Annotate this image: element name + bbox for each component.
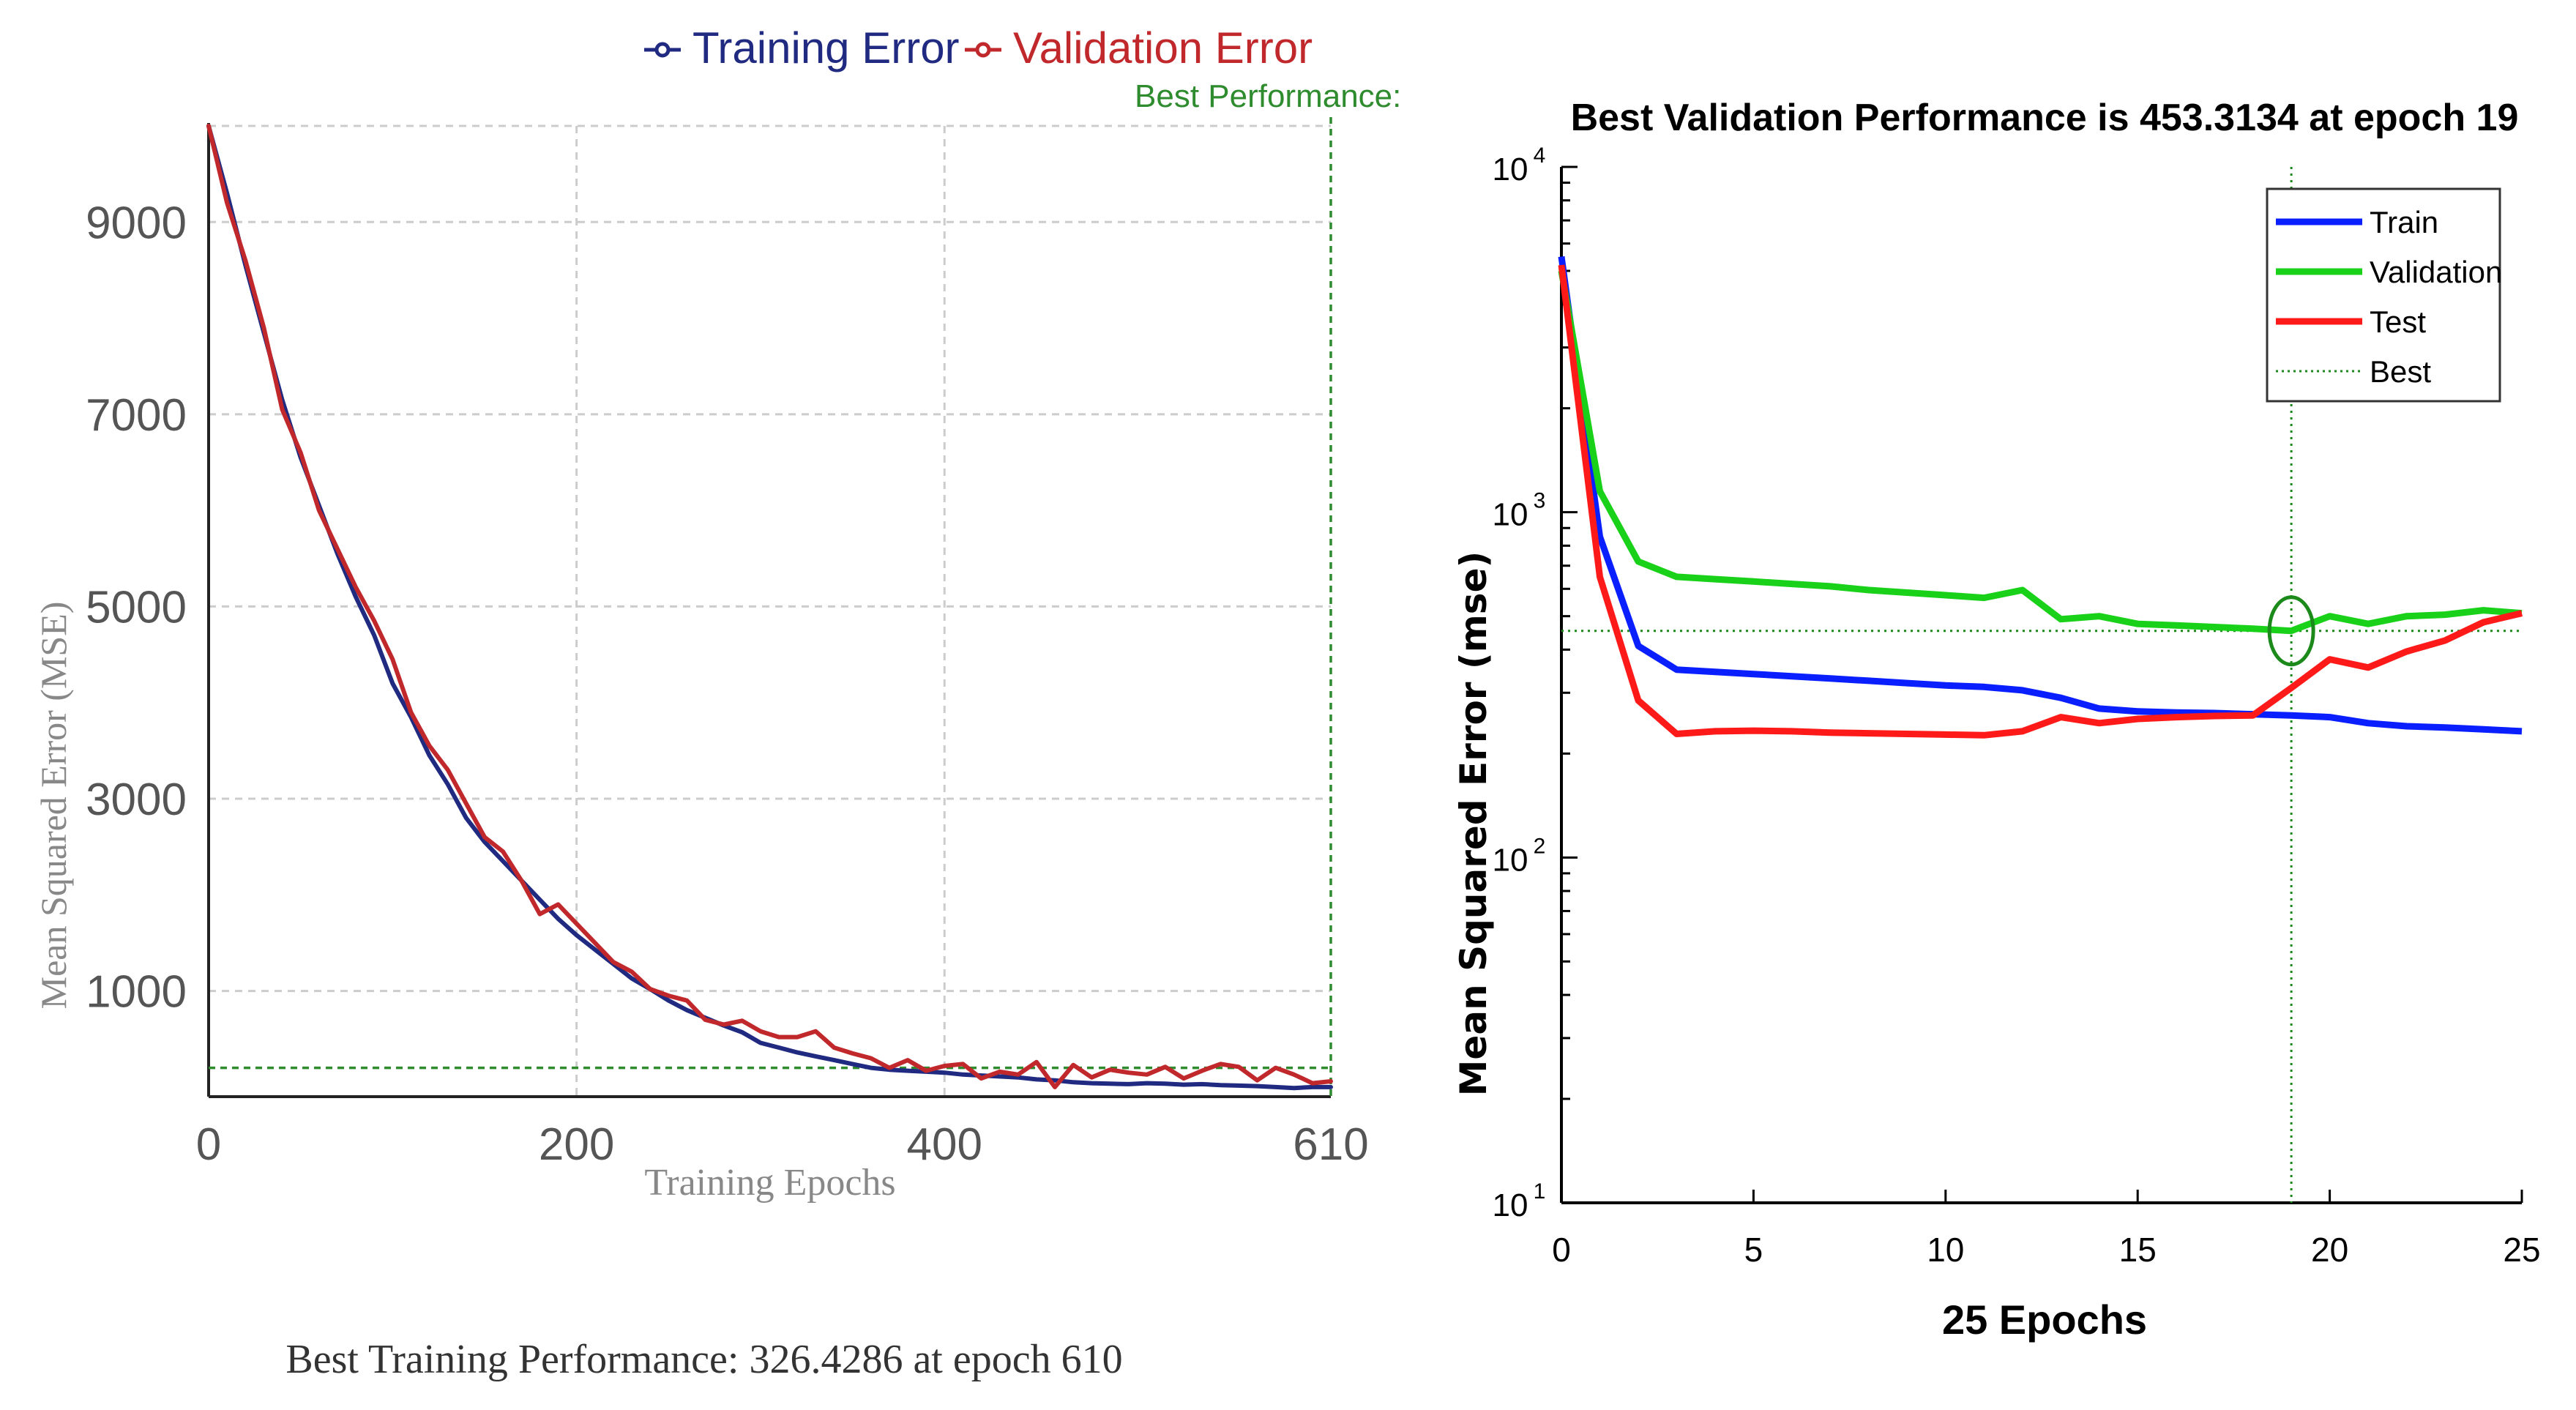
left-footer-caption: Best Training Performance: 326.4286 at e… [285,1337,1122,1382]
series-line-validation [1558,270,2523,635]
x-tick-label: 400 [907,1119,982,1170]
right-chart-panel: Best Validation Performance is 453.3134 … [1452,97,2541,1343]
y-tick-label: 10 [1493,842,1528,878]
y-tick-label: 5000 [86,582,187,633]
right-plot-frame [1560,165,2523,1204]
x-tick-label: 15 [2119,1231,2157,1269]
x-tick-label: 5 [1744,1231,1763,1269]
right-chart-title: Best Validation Performance is 453.3134 … [1571,97,2519,139]
best-point-marker [2267,595,2315,667]
left-chart-panel: 1000 3000 5000 7000 9000 0 200 400 610 Training… [33,23,1428,1382]
left-legend: Training Error Validation Error [644,23,1313,72]
left-series-lines [206,124,1333,1091]
y-tick-label: 7000 [86,390,187,441]
x-tick-label: 20 [2311,1231,2348,1269]
legend-label-validation: Validation [2370,255,2502,289]
left-y-axis-label: Mean Squared Error (MSE) [33,602,74,1010]
y-tick-exponent: 1 [1534,1179,1546,1204]
y-tick-label: 3000 [86,775,187,825]
legend-marker-validation [975,42,991,58]
left-best-label-clip: Best Performance: 3 [1135,78,1428,114]
y-tick-label: 10 [1493,1187,1528,1223]
y-tick-label: 1000 [86,967,187,1018]
y-tick-label: 10 [1493,152,1528,187]
y-tick-exponent: 4 [1534,143,1546,168]
series-line-validation-error [206,124,1333,1089]
x-tick-label: 25 [2503,1231,2540,1269]
left-x-axis-label: Training Epochs [644,1162,895,1204]
legend-label-validation: Validation Error [1013,23,1313,72]
legend-label-training: Training Error [692,23,960,72]
series-line-train [1558,255,2523,735]
x-tick-label: 610 [1293,1119,1368,1170]
left-plot-frame [207,117,1332,1098]
right-y-axis-label: Mean Squared Error (mse) [1452,551,1495,1097]
legend-label-train: Train [2370,205,2438,239]
x-tick-label: 0 [1552,1231,1571,1269]
series-line-training-error [206,124,1333,1091]
legend-label-test: Test [2370,305,2426,339]
y-tick-label: 10 [1493,497,1528,533]
series-line-test [1558,264,2523,739]
left-best-performance-label: Best Performance: 3 [1135,78,1428,114]
x-tick-label: 10 [1927,1231,1964,1269]
legend-label-best: Best [2370,354,2431,389]
right-x-axis-label: 25 Epochs [1942,1297,2147,1343]
left-x-tick-labels: 0 200 400 610 [196,1119,1369,1170]
y-tick-exponent: 3 [1534,489,1546,513]
x-tick-label: 200 [539,1119,614,1170]
legend-marker-training [654,42,671,58]
y-tick-label: 9000 [86,198,187,248]
left-y-tick-labels: 1000 3000 5000 7000 9000 [86,198,187,1017]
right-x-tick-labels: 0 5 10 15 20 25 [1552,1231,2540,1269]
right-series-lines [1558,255,2523,739]
x-tick-label: 0 [196,1119,221,1170]
y-tick-exponent: 2 [1534,834,1546,858]
right-legend: Train Validation Test Best [2266,187,2502,403]
